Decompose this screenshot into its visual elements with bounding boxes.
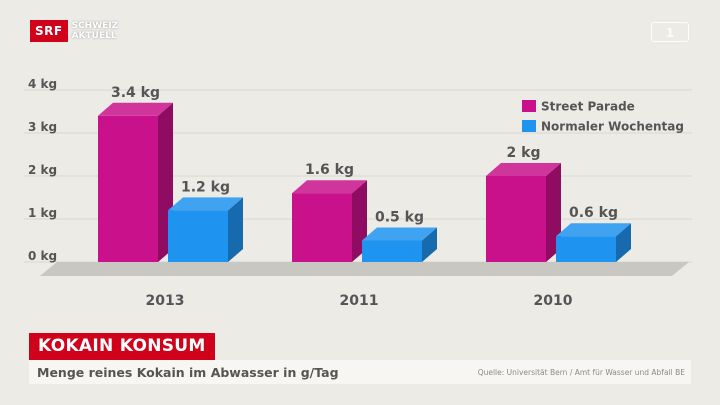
legend-label: Normaler Wochentag (541, 120, 684, 134)
show-name-line1: SCHWEIZ (71, 21, 119, 31)
y-tick-label: 0 kg (28, 249, 57, 263)
bar-top (486, 163, 561, 176)
legend-label: Street Parade (541, 100, 635, 114)
chart-floor (40, 262, 689, 276)
x-tick-label: 2011 (340, 293, 379, 309)
legend-swatch (522, 100, 536, 112)
bar (168, 210, 228, 262)
bar-top (98, 102, 173, 116)
legend-swatch (522, 120, 536, 132)
chart-title: KOKAIN KONSUM (29, 333, 215, 360)
bar-side (422, 227, 437, 262)
y-tick-label: 3 kg (28, 120, 57, 134)
y-tick-label: 4 kg (28, 77, 57, 91)
bar-top (292, 180, 367, 194)
bar (362, 240, 422, 262)
bar-side (228, 197, 243, 262)
bar-top (362, 227, 437, 241)
y-tick-label: 1 kg (28, 206, 57, 220)
bar (292, 193, 352, 262)
data-label: 2 kg (507, 145, 541, 161)
chart-subtitle: Menge reines Kokain im Abwasser in g/Tag (37, 364, 339, 380)
data-label: 1.2 kg (181, 179, 230, 195)
bar-side (616, 223, 631, 262)
x-tick-label: 2010 (534, 293, 573, 309)
bar (556, 236, 616, 262)
data-label: 3.4 kg (111, 85, 160, 101)
x-tick-label: 2013 (146, 293, 185, 309)
bar (486, 176, 546, 262)
channel-bug-icon: 1 (651, 22, 689, 42)
subtitle-bar: Menge reines Kokain im Abwasser in g/Tag… (29, 360, 691, 384)
channel-logo: SRF SCHWEIZ AKTUELL (30, 20, 118, 42)
show-name-line2: AKTUELL (71, 31, 117, 41)
srf-logo: SRF (30, 20, 68, 42)
data-label: 0.5 kg (375, 210, 424, 226)
show-name: SCHWEIZ AKTUELL (72, 21, 119, 41)
bar-top (556, 223, 631, 237)
y-tick-label: 2 kg (28, 163, 57, 177)
bar (98, 115, 158, 262)
data-label: 0.6 kg (569, 205, 618, 221)
source-credit: Quelle: Universität Bern / Amt für Wasse… (477, 367, 685, 377)
bar-top (168, 197, 243, 211)
data-label: 1.6 kg (305, 162, 354, 178)
